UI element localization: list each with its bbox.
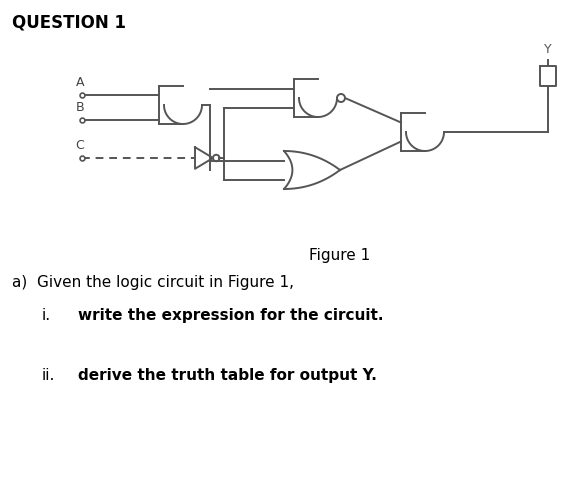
Text: QUESTION 1: QUESTION 1 bbox=[12, 14, 126, 32]
Text: i.: i. bbox=[42, 308, 51, 323]
Text: ii.: ii. bbox=[42, 368, 55, 383]
Text: Figure 1: Figure 1 bbox=[309, 248, 370, 263]
Text: derive the truth table for output Y.: derive the truth table for output Y. bbox=[78, 368, 377, 383]
Text: C: C bbox=[76, 139, 84, 152]
Text: A: A bbox=[76, 76, 84, 89]
Text: B: B bbox=[76, 101, 84, 114]
Text: a)  Given the logic circuit in Figure 1,: a) Given the logic circuit in Figure 1, bbox=[12, 275, 294, 290]
Text: Y: Y bbox=[544, 43, 552, 56]
Text: write the expression for the circuit.: write the expression for the circuit. bbox=[78, 308, 383, 323]
